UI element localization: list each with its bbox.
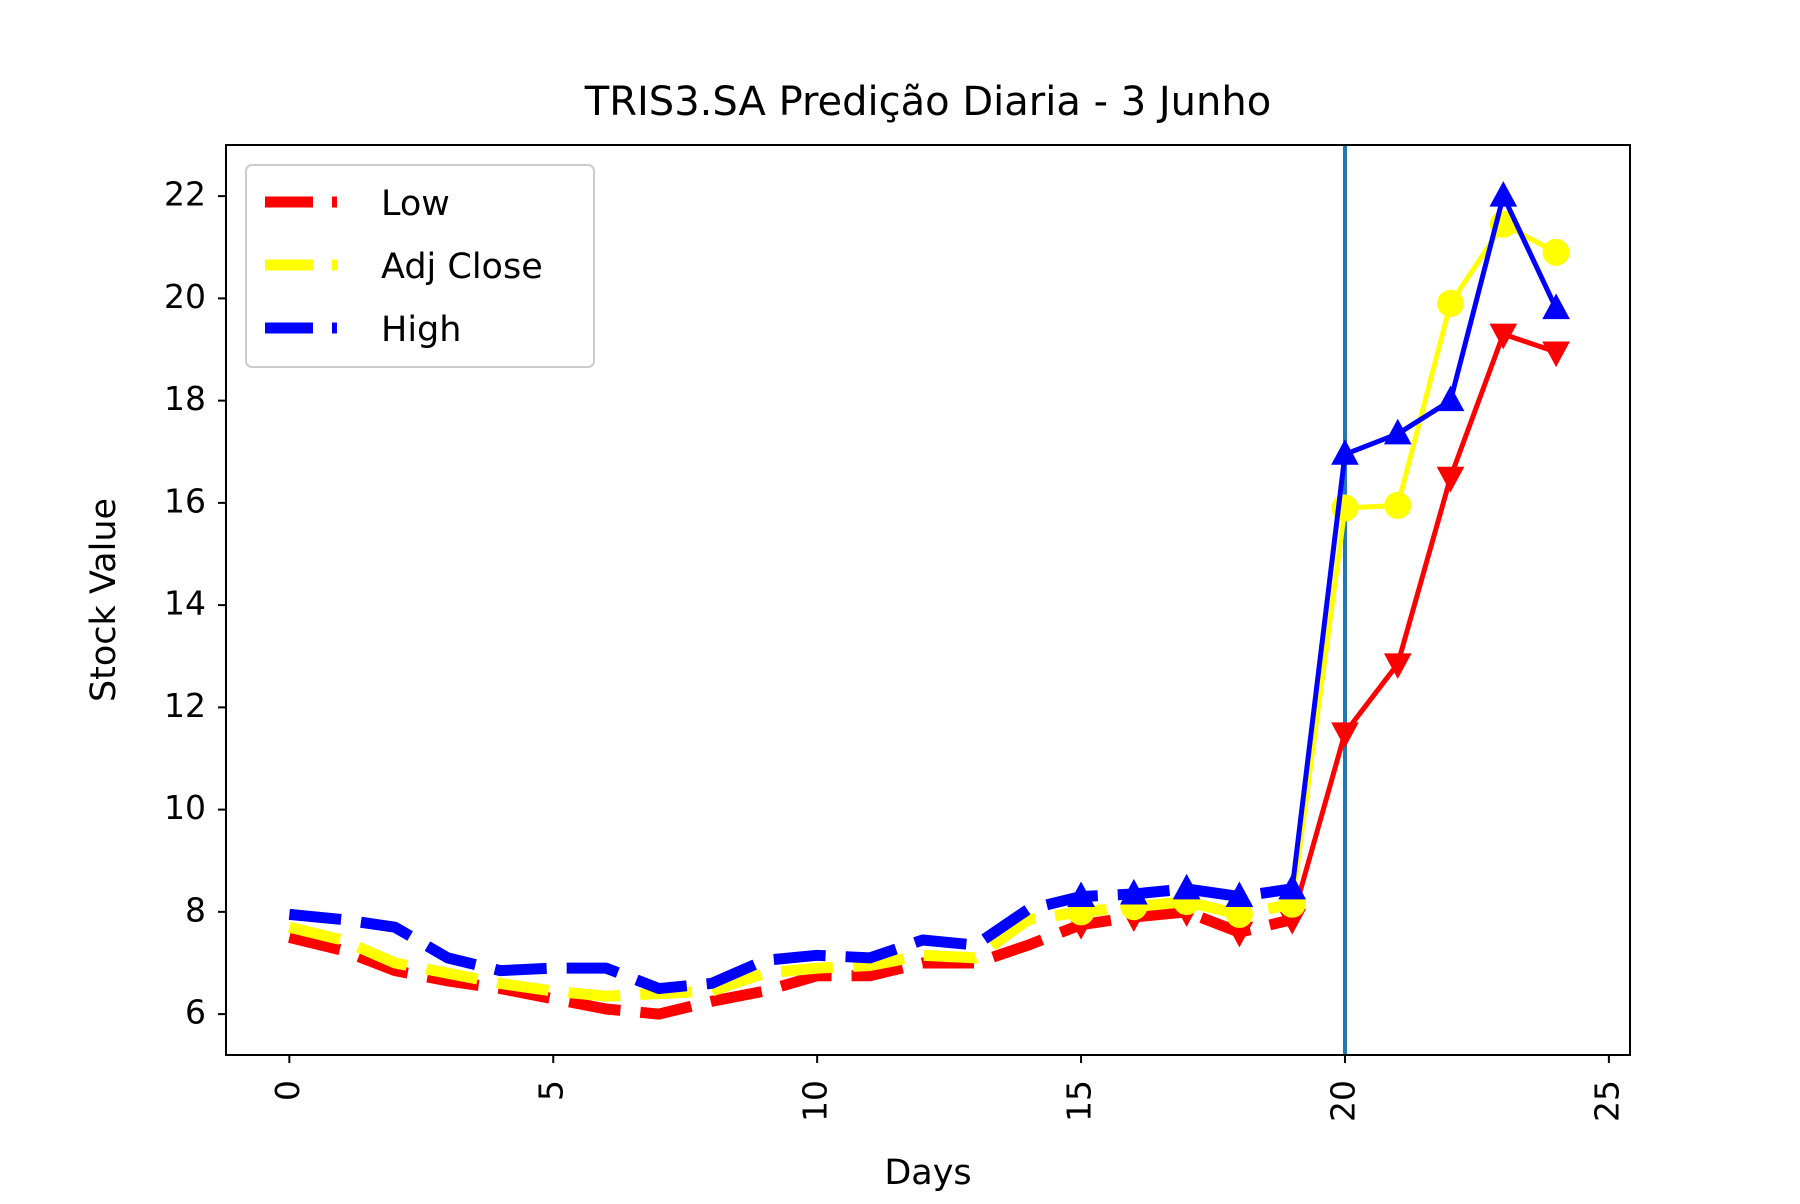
series-2-predicted-point-3	[1436, 385, 1465, 412]
series-0-historical-line	[288, 906, 1294, 1020]
legend: Low Adj Close High	[245, 164, 595, 368]
y-tick-label-18: 18	[164, 379, 206, 418]
series-0-predicted-point-1	[1331, 722, 1359, 748]
series-1-predicted-point-5	[1542, 238, 1570, 266]
series-0-predicted-point-5	[1542, 341, 1570, 368]
x-tick-label-25: 25	[1587, 1080, 1626, 1122]
series-2-predicted-line	[1289, 193, 1559, 892]
x-tick-label-0: 0	[268, 1080, 307, 1101]
y-axis-label: Stock Value	[84, 498, 124, 702]
series-1-historical-line	[288, 896, 1294, 1002]
axis-ticks: 0 5 10 15 20 25 6 8 10 12 14 16 18 20 22	[164, 175, 1626, 1122]
y-tick-label-22: 22	[164, 175, 206, 214]
y-tick-label-10: 10	[164, 788, 206, 827]
series-2-historical-point-15	[1067, 881, 1095, 908]
series-1-predicted-point-3	[1437, 289, 1465, 317]
series-2-historical-point-18	[1225, 881, 1254, 908]
series-0-predicted-point-4	[1489, 323, 1518, 350]
series-1-predicted-point-2	[1384, 491, 1412, 519]
x-tick-label-5: 5	[532, 1080, 571, 1101]
series-2-predicted-point-4	[1489, 181, 1518, 207]
legend-label-low: Low	[381, 184, 450, 224]
series-0-predicted-line	[1289, 331, 1559, 923]
series-0-predicted-point-2	[1383, 653, 1412, 679]
series-2-historical-line	[288, 883, 1293, 995]
x-axis-label: Days	[884, 1153, 971, 1193]
plot-area	[288, 145, 1570, 1055]
legend-label-adj-close: Adj Close	[381, 247, 543, 287]
y-tick-label-8: 8	[185, 890, 206, 929]
series-2	[288, 181, 1570, 995]
y-tick-label-12: 12	[164, 686, 206, 725]
x-tick-label-20: 20	[1323, 1080, 1362, 1122]
series-2-historical-point-17	[1172, 873, 1201, 900]
series-2-historical-point-16	[1120, 878, 1148, 905]
x-tick-label-10: 10	[796, 1080, 835, 1122]
series-2-predicted-point-2	[1383, 418, 1412, 445]
y-tick-label-14: 14	[164, 584, 206, 623]
plot-frame	[225, 144, 1631, 1056]
y-tick-label-6: 6	[185, 993, 206, 1032]
legend-box	[245, 164, 595, 368]
series-2-predicted-point-1	[1331, 439, 1359, 465]
y-tick-label-16: 16	[164, 481, 206, 520]
legend-label-high: High	[381, 310, 461, 350]
y-tick-label-20: 20	[164, 277, 206, 316]
chart-title: TRIS3.SA Predição Diaria - 3 Junho	[584, 79, 1271, 125]
series-0-predicted-point-3	[1436, 466, 1465, 493]
series-2-predicted-point-5	[1542, 293, 1570, 320]
x-tick-label-15: 15	[1060, 1080, 1099, 1122]
